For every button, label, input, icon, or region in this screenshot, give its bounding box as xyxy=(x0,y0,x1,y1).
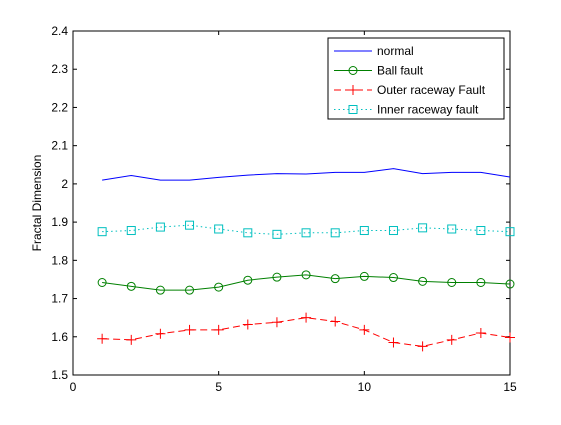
data-point xyxy=(272,229,282,239)
data-point xyxy=(242,319,253,330)
axis-ticks xyxy=(72,30,511,376)
data-point xyxy=(301,228,311,238)
legend-marker xyxy=(348,66,358,75)
data-point xyxy=(505,332,515,343)
y-tick-labels: 1.5 1.6 1.7 1.8 1.9 2 2.1 2.2 2.3 2.4 xyxy=(51,24,68,382)
data-point xyxy=(505,227,515,237)
y-tick-label: 2.2 xyxy=(51,100,68,114)
data-point xyxy=(446,334,457,345)
legend-label: Inner raceway fault xyxy=(377,103,479,117)
series-inner-raceway-fault xyxy=(97,220,515,239)
y-tick-label: 2.1 xyxy=(51,139,68,153)
y-tick-label: 1.6 xyxy=(51,330,68,344)
data-point xyxy=(476,278,486,288)
series-group xyxy=(97,168,515,352)
series-ball-fault xyxy=(97,270,515,295)
data-point xyxy=(330,316,341,327)
x-tick-label: 0 xyxy=(70,380,77,394)
data-point xyxy=(97,227,107,237)
data-point xyxy=(418,276,428,286)
legend-label: Outer raceway Fault xyxy=(377,83,486,97)
data-point xyxy=(126,226,136,236)
data-point xyxy=(359,324,370,335)
y-tick-label: 1.7 xyxy=(51,292,68,306)
data-point xyxy=(359,271,369,281)
data-point xyxy=(214,224,224,234)
y-tick-label: 2.3 xyxy=(51,62,68,76)
legend-label: Ball fault xyxy=(377,64,424,78)
y-tick-label: 1.8 xyxy=(51,253,68,267)
data-point xyxy=(388,226,398,236)
series-outer-raceway-fault xyxy=(97,312,515,352)
y-tick-label: 2.4 xyxy=(51,24,68,38)
data-point xyxy=(97,333,108,344)
y-tick-label: 1.5 xyxy=(51,368,68,382)
data-point xyxy=(359,226,369,236)
y-tick-label: 1.9 xyxy=(51,215,68,229)
data-point xyxy=(388,273,398,283)
data-point xyxy=(185,220,195,230)
series-line xyxy=(102,224,511,235)
data-point xyxy=(243,275,253,285)
data-point xyxy=(418,223,428,233)
data-point xyxy=(126,281,136,291)
legend-label: normal xyxy=(377,44,414,58)
legend: normal Ball fault Outer raceway Fault Inner… xyxy=(327,37,505,120)
y-axis-label: Fractal Dimension xyxy=(30,155,44,252)
data-point xyxy=(213,324,224,335)
data-point xyxy=(155,285,165,295)
data-point xyxy=(214,282,224,292)
data-point xyxy=(301,270,311,280)
data-point xyxy=(126,334,137,345)
data-point xyxy=(243,228,253,238)
data-point xyxy=(447,278,457,288)
data-point xyxy=(417,341,428,352)
series-line xyxy=(102,274,511,291)
y-tick-label: 2 xyxy=(61,177,68,191)
series-line xyxy=(102,317,511,347)
data-point xyxy=(185,285,195,295)
data-point xyxy=(184,324,195,335)
data-point xyxy=(475,327,486,338)
x-tick-label: 15 xyxy=(503,380,517,394)
x-tick-labels: 0 5 10 15 xyxy=(70,380,517,394)
data-point xyxy=(301,312,312,323)
data-point xyxy=(447,224,457,234)
data-point xyxy=(476,226,486,236)
data-point xyxy=(97,278,107,288)
data-point xyxy=(271,317,282,328)
x-tick-label: 10 xyxy=(358,380,372,394)
data-point xyxy=(155,222,165,232)
series-line xyxy=(102,168,511,181)
series-normal xyxy=(102,168,511,181)
data-point xyxy=(272,272,282,282)
data-point xyxy=(330,228,340,238)
legend-marker xyxy=(348,85,358,95)
data-point xyxy=(505,279,515,289)
data-point xyxy=(330,274,340,284)
legend-marker xyxy=(348,105,358,114)
data-point xyxy=(388,337,399,348)
data-point xyxy=(155,328,166,339)
x-tick-label: 5 xyxy=(215,380,222,394)
